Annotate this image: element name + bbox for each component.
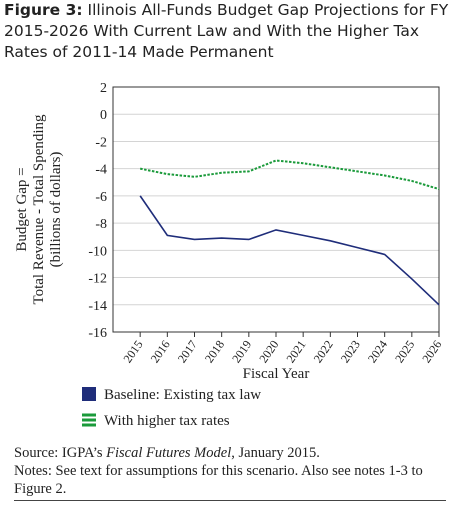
x-tick-label: 2021 [283, 338, 308, 366]
series-line [139, 159, 440, 191]
y-tick-label: 0 [100, 108, 107, 123]
source-text: , January 2015. [231, 445, 320, 461]
x-tick-label: 2018 [202, 338, 227, 366]
chart-title: Illinois All-Funds Budget Gap Projection… [4, 1, 449, 61]
x-tick-label: 2024 [365, 338, 390, 366]
source-model: Fiscal Futures Model [106, 445, 232, 461]
y-tick-label: -4 [95, 163, 107, 178]
x-tick-label: 2025 [392, 338, 417, 366]
y-tick-label: -8 [95, 217, 107, 232]
x-tick-label: 2015 [120, 338, 145, 366]
legend-swatch [82, 413, 96, 417]
x-tick-label: 2026 [419, 338, 444, 366]
x-tick-label: 2020 [256, 338, 281, 366]
legend-label: With higher tax rates [104, 413, 230, 429]
x-tick-label: 2017 [175, 338, 200, 366]
rule [14, 500, 446, 501]
source: Source: IGPA’s Fiscal Futures Model, Jan… [14, 444, 454, 462]
y-tick-label: -10 [88, 244, 107, 259]
x-tick-label: 2016 [148, 338, 173, 366]
legend-swatch [82, 418, 96, 422]
figure-label: Figure 3: [4, 1, 83, 19]
y-axis-label: Budget Gap = [14, 167, 30, 251]
y-tick-label: -6 [95, 190, 107, 205]
legend-swatch [82, 387, 96, 401]
series-line [139, 195, 440, 306]
legend-swatch [82, 423, 96, 427]
x-tick-label: 2022 [311, 338, 336, 366]
y-tick-label: -12 [88, 272, 107, 287]
notes: Notes: See text for assumptions for this… [14, 463, 423, 497]
y-tick-label: -16 [88, 326, 107, 341]
y-axis-label: Total Revenue - Total Spending [31, 114, 47, 305]
plot-frame [112, 86, 440, 333]
x-tick-label: 2023 [338, 338, 363, 366]
y-tick-label: 2 [100, 81, 107, 96]
source-text: Source: IGPA’s [14, 445, 107, 461]
legend-label: Baseline: Existing tax law [104, 387, 261, 403]
footnotes: Source: IGPA’s Fiscal Futures Model, Jan… [14, 444, 454, 498]
title-block: Figure 3: Illinois All-Funds Budget Gap … [4, 0, 460, 63]
x-tick-label: 2019 [229, 338, 254, 366]
y-tick-label: -14 [88, 299, 107, 314]
x-axis-label: Fiscal Year [243, 366, 310, 382]
y-tick-label: -2 [95, 135, 107, 150]
y-axis-label: (billions of dollars) [48, 152, 64, 268]
